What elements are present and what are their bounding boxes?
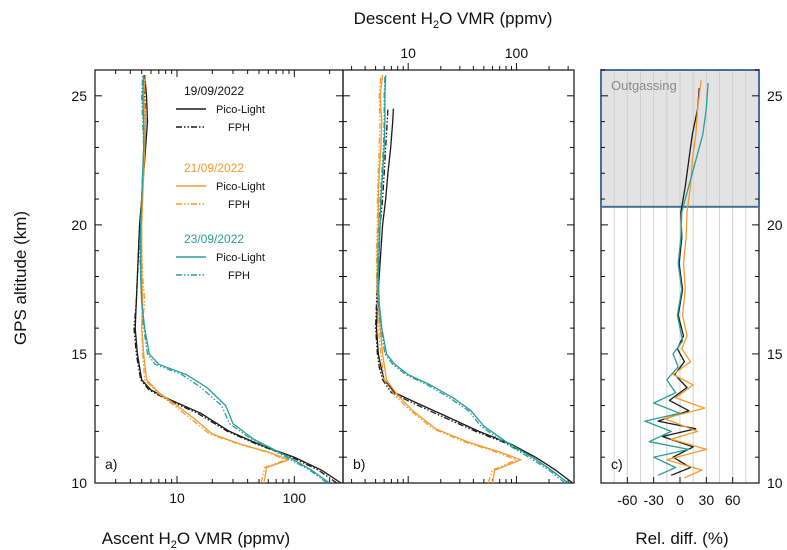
panel-a: 10 15 20 25 10 100 a): [71, 69, 344, 506]
outgassing-border: [600, 69, 760, 208]
series-line-pico-light-19-09-2022: [375, 108, 573, 483]
y-axis-label: GPS altitude (km): [11, 211, 30, 345]
y-tick-label: 20: [767, 217, 783, 233]
bottom-xlabel-ascent: Ascent H2O VMR (ppmv): [102, 529, 290, 550]
x-tick-label: 100: [283, 490, 307, 506]
series-line-fph-23-09-2022: [376, 75, 566, 483]
series-line-pico-light-23-09-2022: [644, 82, 709, 476]
legend-entry: Pico-Light: [216, 181, 265, 193]
panel-frame: [94, 69, 344, 484]
outgassing-label: Outgassing: [611, 78, 677, 93]
x-tick-label: 60: [725, 492, 741, 508]
legend-date: 23/09/2022: [184, 232, 244, 246]
series-group: [374, 75, 573, 483]
series-line-fph-23-09-2022: [138, 75, 328, 483]
x-tick-label: 30: [699, 492, 715, 508]
y-tick-label: 25: [767, 88, 783, 104]
bottom-xlabel-reldiff: Rel. diff. (%): [635, 529, 728, 548]
panel-label: b): [353, 456, 365, 472]
x-tick-label: 100: [505, 45, 529, 61]
legend-entry: Pico-Light: [216, 252, 265, 264]
legend-entry: FPH: [228, 122, 250, 134]
x-tick-label: -30: [644, 492, 664, 508]
legend-entry: Pico-Light: [216, 104, 265, 116]
panel-c: Outgassing 10 15 20 25 -60 -30 0 30 60 c): [600, 69, 783, 508]
panel-b: 10 100 b): [342, 45, 575, 484]
series-line-pico-light-19-09-2022: [657, 88, 700, 476]
legend: 19/09/2022 Pico-Light FPH 21/09/2022 Pico-Li…: [176, 84, 265, 282]
legend-date: 19/09/2022: [184, 84, 244, 98]
series-line-fph-19-09-2022: [374, 108, 569, 483]
y-tick-label: 20: [71, 217, 87, 233]
series-line-fph-21-09-2022: [375, 75, 518, 483]
x-tick-label: 10: [169, 490, 185, 506]
y-tick-label: 10: [767, 475, 783, 491]
legend-date: 21/09/2022: [184, 161, 244, 175]
legend-entry: FPH: [228, 270, 250, 282]
panel-label: a): [105, 456, 117, 472]
series-line-pico-light-23-09-2022: [377, 75, 569, 483]
top-xlabel: Descent H2O VMR (ppmv): [354, 9, 553, 31]
y-tick-label: 10: [71, 475, 87, 491]
series-group: [133, 75, 342, 483]
x-tick-label: -60: [617, 492, 637, 508]
legend-entry: FPH: [228, 199, 250, 211]
series-line-pico-light-21-09-2022: [376, 75, 522, 483]
y-tick-label: 25: [71, 88, 87, 104]
y-tick-label: 15: [767, 346, 783, 362]
series-group: [644, 80, 709, 479]
panel-label: c): [611, 456, 623, 472]
x-tick-label: 10: [400, 45, 416, 61]
series-line-pico-light-21-09-2022: [663, 80, 707, 479]
x-tick-label: 0: [676, 492, 684, 508]
y-tick-label: 15: [71, 346, 87, 362]
